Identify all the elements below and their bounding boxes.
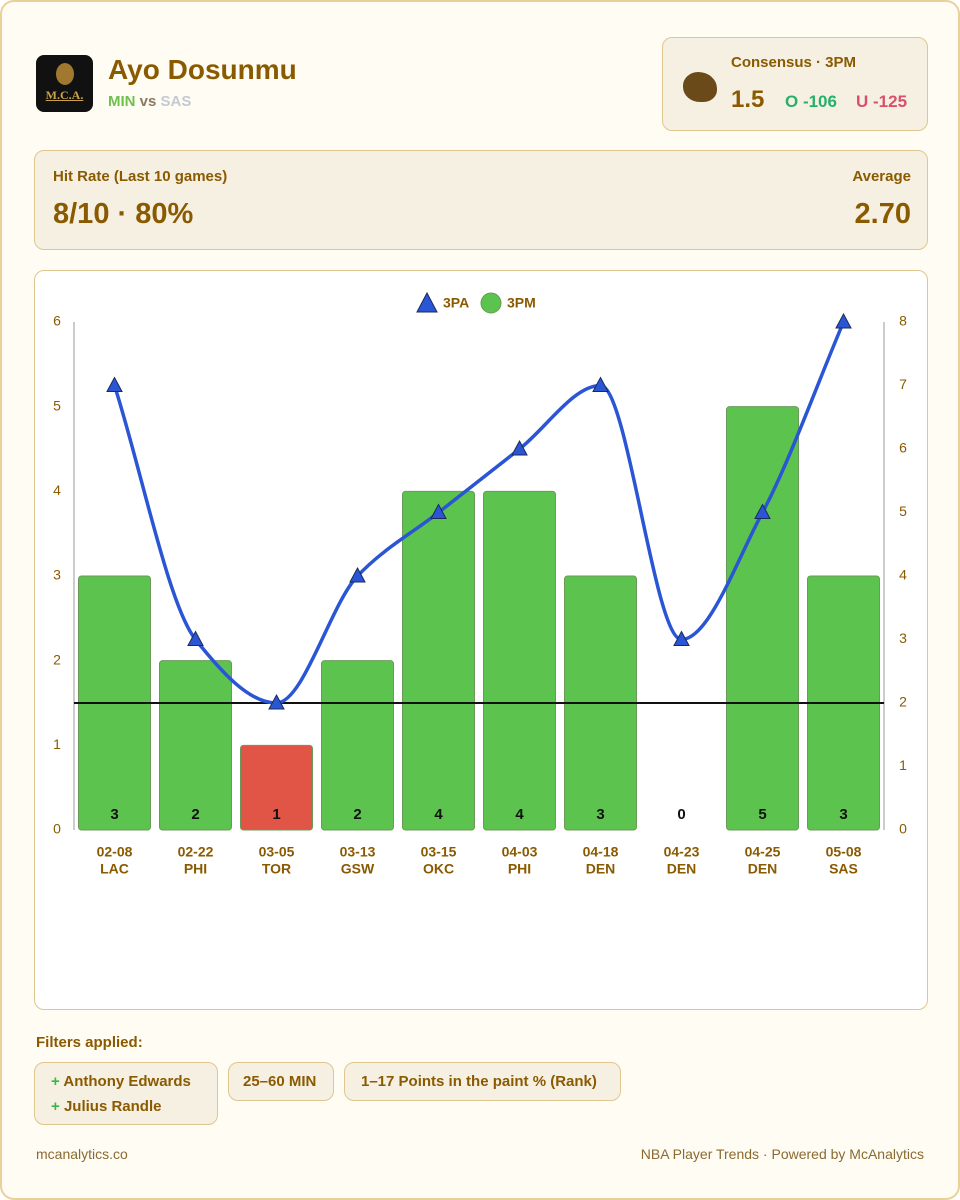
average-label: Average: [852, 168, 911, 185]
player-filter-name: Julius Randle: [63, 1098, 162, 1115]
footer-site: mcanalytics.co: [36, 1146, 128, 1162]
lion-icon: [683, 72, 717, 102]
filters-title: Filters applied:: [36, 1034, 143, 1051]
consensus-line: 1.5: [731, 86, 765, 113]
logo-icon: [56, 63, 74, 85]
hit-rate-box: Hit Rate (Last 10 games) 8/10 · 80% Aver…: [34, 150, 928, 250]
player-filter: + Anthony Edwards: [51, 1073, 191, 1090]
player-filter: + Julius Randle: [51, 1098, 162, 1115]
consensus-title: Consensus · 3PM: [731, 54, 857, 71]
player-name: Ayo Dosunmu: [108, 54, 297, 85]
player-filter-chip: + Anthony Edwards + Julius Randle: [34, 1062, 218, 1125]
rank-filter: 1–17 Points in the paint % (Rank): [344, 1062, 621, 1101]
hit-rate-label: Hit Rate (Last 10 games): [53, 168, 228, 185]
logo: M.C.A.: [36, 55, 93, 112]
matchup: MIN vs SAS: [108, 93, 191, 110]
chart-box: [34, 270, 928, 1010]
minutes-filter-text: 25–60 MIN: [243, 1073, 317, 1090]
player-filter-name: Anthony Edwards: [63, 1073, 191, 1090]
footer-credit: NBA Player Trends · Powered by McAnalyti…: [640, 1146, 924, 1162]
vs: vs: [139, 93, 157, 110]
average-value: 2.70: [854, 198, 911, 230]
logo-text: M.C.A.: [45, 88, 84, 102]
team: MIN: [108, 93, 136, 110]
consensus-box: Consensus · 3PM 1.5 O -106 U -125: [662, 37, 928, 131]
over-odds: O -106: [785, 92, 837, 111]
under-odds: U -125: [856, 92, 908, 111]
minutes-filter: 25–60 MIN: [228, 1062, 334, 1101]
opponent: SAS: [160, 93, 192, 110]
rank-filter-text: 1–17 Points in the paint % (Rank): [361, 1073, 597, 1090]
hit-rate-value: 8/10 · 80%: [53, 198, 194, 230]
